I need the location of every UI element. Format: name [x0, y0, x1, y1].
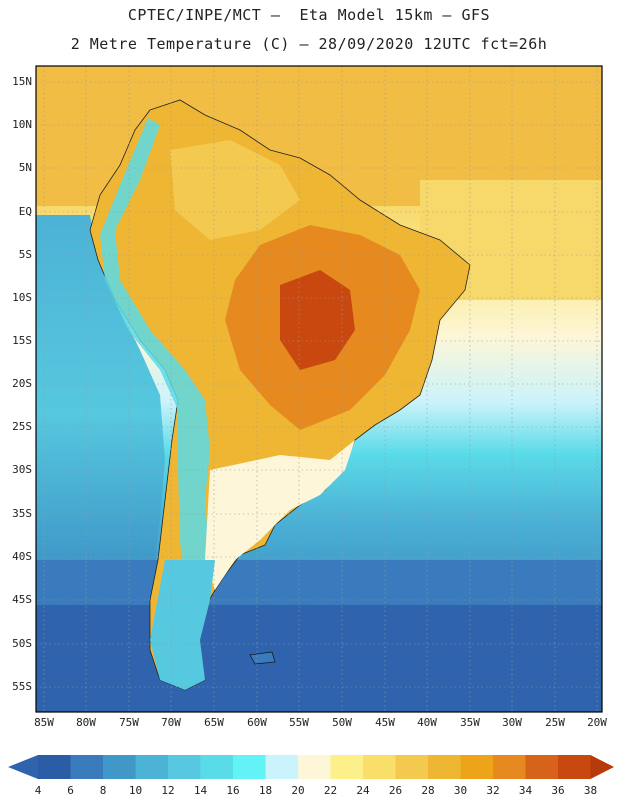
- colorbar-swatch: [265, 755, 298, 779]
- colorbar-swatch: [428, 755, 461, 779]
- lon-label: 25W: [545, 716, 565, 729]
- colorbar-swatch: [38, 755, 71, 779]
- colorbar-tick-label: 34: [518, 784, 533, 797]
- falkland-islands: [249, 651, 276, 665]
- lat-label: 50S: [12, 637, 32, 650]
- colorbar-swatch: [525, 755, 558, 779]
- lon-label: 60W: [247, 716, 267, 729]
- lat-label: 45S: [12, 593, 32, 606]
- colorbar-swatch: [135, 755, 168, 779]
- map-frame: [35, 65, 603, 713]
- colorbar-swatch: [103, 755, 136, 779]
- lon-label: 70W: [161, 716, 181, 729]
- lat-label: 15S: [12, 334, 32, 347]
- lon-label: 85W: [34, 716, 54, 729]
- colorbar-tick-label: 24: [356, 784, 370, 797]
- colorbar-tick-label: 10: [128, 784, 143, 797]
- lat-label: 15N: [12, 75, 32, 88]
- colorbar-tick-label: 32: [486, 784, 500, 797]
- southern-ocean-band: [36, 560, 602, 605]
- lon-label: 40W: [417, 716, 437, 729]
- colorbar-max-arrow: [590, 755, 614, 779]
- colorbar-swatch: [70, 755, 103, 779]
- lon-label: 50W: [332, 716, 352, 729]
- lat-label: EQ: [18, 205, 32, 218]
- lat-label: 35S: [12, 507, 32, 520]
- map-title: CPTEC/INPE/MCT – Eta Model 15km – GFS: [127, 6, 491, 24]
- southern-cone-cool: [205, 440, 355, 590]
- lat-label: 10S: [12, 291, 32, 304]
- colorbar-tick-label: 8: [99, 784, 107, 797]
- lat-label: 40S: [12, 550, 32, 563]
- lon-label: 30W: [502, 716, 522, 729]
- colorbar-tick-label: 22: [323, 784, 338, 797]
- lat-label: 20S: [12, 377, 32, 390]
- colorbar-min-arrow: [8, 755, 38, 779]
- colorbar-tick-label: 4: [34, 784, 42, 797]
- lon-label: 35W: [460, 716, 480, 729]
- map-subtitle: 2 Metre Temperature (C) – 28/09/2020 12U…: [70, 35, 548, 53]
- colorbar-swatch: [363, 755, 396, 779]
- colorbar-swatch: [298, 755, 331, 779]
- lon-label: 20W: [587, 716, 607, 729]
- colorbar-swatch: [558, 755, 591, 779]
- colorbar-tick-label: 36: [551, 784, 565, 797]
- southern-ocean: [36, 600, 602, 712]
- colorbar-tick-label: 30: [453, 784, 468, 797]
- andes-cool-strip: [100, 118, 210, 600]
- colorbar-tick-label: 6: [67, 784, 74, 797]
- colorbar-tick-label: 28: [421, 784, 435, 797]
- colorbar-tick-label: 12: [161, 784, 175, 797]
- colorbar-tick-label: 14: [193, 784, 208, 797]
- lat-label: 55S: [12, 680, 32, 693]
- lat-label: 5N: [18, 161, 32, 174]
- colorbar-tick-label: 20: [291, 784, 305, 797]
- colorbar-swatch: [330, 755, 363, 779]
- colorbar-swatch: [395, 755, 428, 779]
- lon-label: 55W: [289, 716, 309, 729]
- colorbar-tick-label: 18: [258, 784, 273, 797]
- lat-label: 25S: [12, 420, 32, 433]
- lat-label: 5S: [18, 248, 32, 261]
- patagonia-cool: [150, 560, 215, 690]
- lon-label: 65W: [204, 716, 224, 729]
- colorbar-tick-label: 38: [583, 784, 598, 797]
- lon-label: 45W: [375, 716, 395, 729]
- lon-label: 75W: [119, 716, 139, 729]
- colorbar-tick-label: 26: [388, 784, 403, 797]
- colorbar-swatch: [200, 755, 233, 779]
- colorbar: [8, 755, 614, 779]
- lat-label: 10N: [12, 118, 32, 131]
- lon-label: 80W: [76, 716, 96, 729]
- lat-label: 30S: [12, 463, 32, 476]
- colorbar-swatch: [233, 755, 266, 779]
- colorbar-swatch: [168, 755, 201, 779]
- northern-warm-zone: [170, 140, 300, 240]
- colorbar-swatch: [493, 755, 526, 779]
- colorbar-tick-label: 16: [226, 784, 240, 797]
- colorbar-swatch: [460, 755, 493, 779]
